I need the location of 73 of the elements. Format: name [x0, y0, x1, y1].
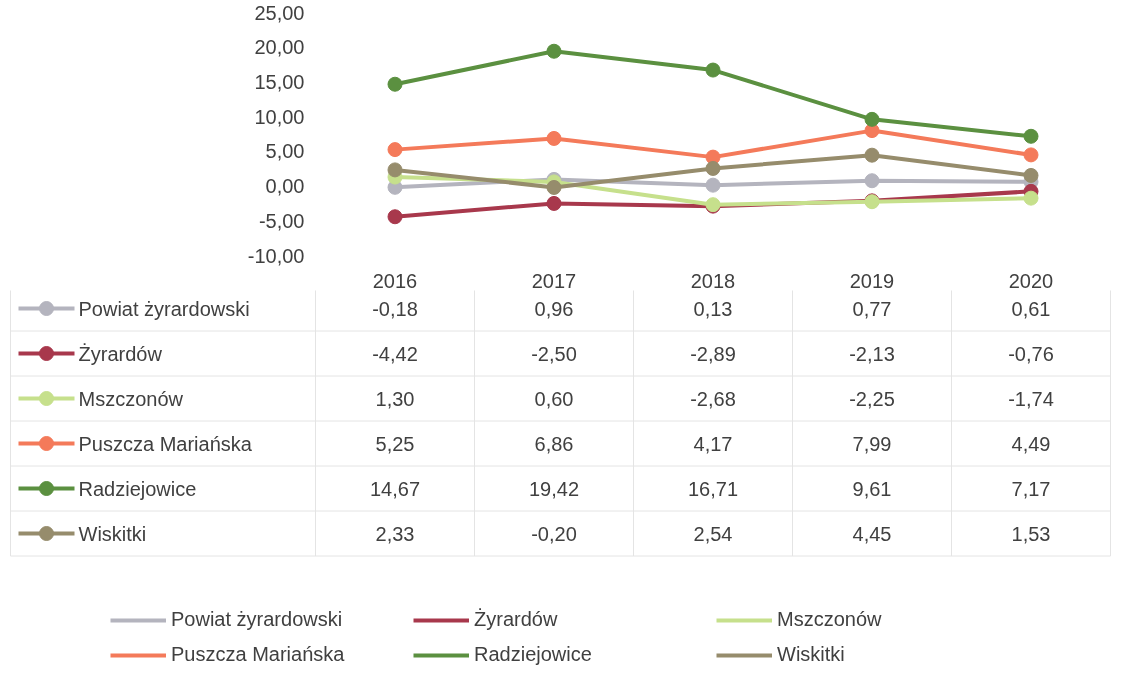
data-label: 0,60 — [534, 387, 574, 410]
text: Powiat żyrardowski — [171, 608, 343, 630]
point — [1023, 128, 1039, 144]
legend-label: Powiat żyrardowski — [78, 297, 250, 320]
data-label: -2,50 — [531, 342, 577, 365]
point — [546, 179, 562, 195]
point — [546, 43, 562, 59]
data-label: 19,42 — [528, 477, 580, 500]
y-tick-label: -10,00 — [247, 244, 305, 267]
data-label: -1,74 — [1008, 387, 1054, 410]
text: Radziejowice — [474, 643, 592, 665]
point — [1023, 147, 1039, 163]
x-tick-label: 2020 — [1008, 269, 1054, 292]
point — [546, 195, 562, 211]
text: Puszcza Mariańska — [171, 643, 345, 665]
data-label: -0,18 — [372, 297, 418, 320]
data-label: 2,54 — [693, 522, 733, 545]
point — [864, 111, 880, 127]
y-tick-label: 10,00 — [254, 105, 305, 128]
point — [387, 142, 403, 158]
point — [705, 160, 721, 176]
data-label: 0,96 — [534, 297, 574, 320]
x-tick-label: 2019 — [849, 269, 895, 292]
data-label: 4,17 — [693, 432, 733, 455]
point — [546, 130, 562, 146]
legend-label: Puszcza Mariańska — [78, 432, 253, 455]
y-tick-label: 5,00 — [265, 140, 305, 163]
data-label: 16,71 — [687, 477, 739, 500]
point — [864, 147, 880, 163]
y-tick-label: 25,00 — [254, 1, 305, 24]
text: Żyrardów — [474, 608, 558, 630]
point — [705, 62, 721, 78]
data-label: 7,17 — [1011, 477, 1051, 500]
data-label: -2,68 — [690, 387, 736, 410]
data-label: 4,49 — [1011, 432, 1051, 455]
text: Mszczonów — [777, 608, 882, 630]
data-label: 9,61 — [852, 477, 892, 500]
data-label: -2,13 — [849, 342, 895, 365]
y-tick-label: 20,00 — [254, 36, 305, 59]
data-label: -0,76 — [1008, 342, 1054, 365]
legend-label: Mszczonów — [78, 387, 184, 410]
point — [705, 177, 721, 193]
data-label: 5,25 — [375, 432, 415, 455]
data-label: 14,67 — [369, 477, 421, 500]
y-tick-label: 0,00 — [265, 175, 305, 198]
legend-label: Żyrardów — [78, 342, 163, 365]
data-label: -2,25 — [849, 387, 895, 410]
data-label: -4,42 — [372, 342, 418, 365]
point — [864, 173, 880, 189]
point — [387, 209, 403, 225]
data-label: 0,61 — [1011, 297, 1051, 320]
data-label: 2,33 — [375, 522, 415, 545]
data-label: -2,89 — [690, 342, 736, 365]
point — [387, 162, 403, 178]
data-label: 0,77 — [852, 297, 892, 320]
data-label: 6,86 — [534, 432, 574, 455]
data-label: 0,13 — [693, 297, 733, 320]
y-tick-label: -5,00 — [258, 209, 305, 232]
point — [1023, 190, 1039, 206]
data-label: 1,30 — [375, 387, 415, 410]
text: Wiskitki — [777, 643, 845, 665]
data-label: 4,45 — [852, 522, 892, 545]
data-label: 1,53 — [1011, 522, 1051, 545]
data-label: -0,20 — [531, 522, 577, 545]
point — [1023, 167, 1039, 183]
legend-label: Radziejowice — [78, 477, 197, 500]
x-tick-label: 2016 — [372, 269, 418, 292]
point — [387, 76, 403, 92]
data-label: 7,99 — [852, 432, 892, 455]
legend-label: Wiskitki — [78, 522, 147, 545]
x-tick-label: 2018 — [690, 269, 736, 292]
y-tick-label: 15,00 — [254, 70, 305, 93]
x-tick-label: 2017 — [531, 269, 577, 292]
